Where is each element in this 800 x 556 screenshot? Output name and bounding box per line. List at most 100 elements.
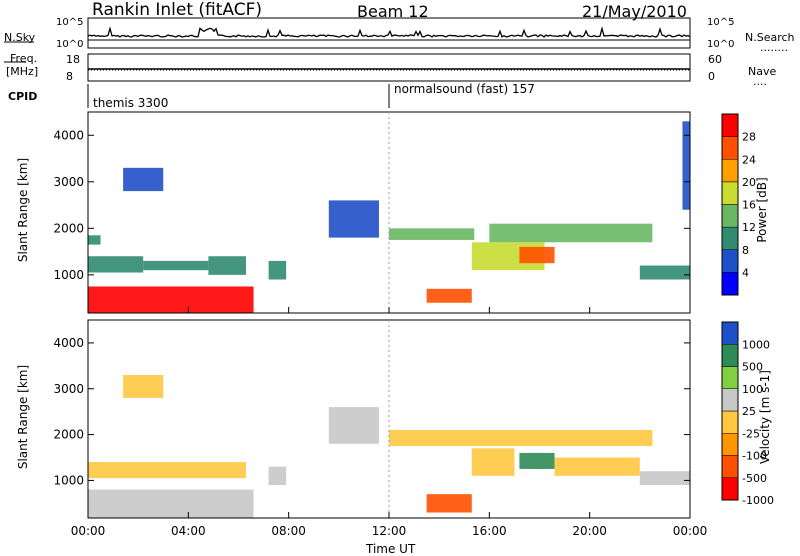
power-colorbar-tick-4: 16: [742, 199, 756, 212]
nave-tick-bottom: 0: [708, 70, 715, 83]
xtick-label-3: 08:00: [271, 524, 306, 538]
velocity-region-10: [554, 457, 640, 476]
nsky-label: N.Sky: [4, 31, 36, 44]
velocity-colorbar-tick-2: 500: [742, 361, 763, 374]
velocity-colorbar-label: Velocity [m s-1]: [758, 370, 772, 464]
power-ytick-4000: 4000: [53, 128, 84, 142]
power-colorbar-swatch-6: [721, 159, 739, 183]
power-region-2: [88, 256, 144, 273]
nsearch-tick-top: 10^5: [707, 17, 735, 28]
freq-strip-frame: [87, 53, 691, 82]
velocity-colorbar-tick-1: 1000: [742, 338, 770, 351]
power-region-5: [88, 235, 101, 245]
power-colorbar-swatch-7: [721, 136, 739, 160]
power-colorbar-tick-7: 4: [742, 266, 749, 279]
velocity-colorbar-swatch-6: [721, 366, 739, 389]
nave-dots: ....: [753, 75, 767, 88]
power-colorbar-tick-1: 28: [742, 131, 756, 144]
freq-tick-bottom: 8: [66, 70, 73, 83]
power-region-10: [426, 288, 472, 303]
cpid-mode-1: themis 3300: [93, 96, 169, 110]
power-ytick-2000: 2000: [53, 221, 84, 235]
power-ytick-3000: 3000: [53, 175, 84, 189]
power-colorbar-label: Power [dB]: [755, 177, 769, 243]
nsky-strip-frame: [87, 17, 691, 49]
velocity-colorbar-swatch-5: [721, 388, 739, 412]
velocity-colorbar-swatch-2: [721, 455, 739, 478]
velocity-region-9: [519, 452, 555, 469]
velocity-region-11: [639, 471, 690, 485]
power-ylabel: Slant Range [km]: [16, 157, 30, 263]
velocity-region-8: [471, 448, 515, 476]
velocity-ytick-1000: 1000: [53, 473, 84, 487]
velocity-colorbar-swatch-8: [721, 321, 739, 345]
nsky-tick-top: 10^5: [56, 17, 84, 28]
velocity-region-7: [426, 494, 472, 513]
velocity-colorbar-swatch-7: [721, 344, 739, 367]
xaxis-title: Time UT: [366, 542, 416, 556]
xtick-label-7: 00:00: [673, 524, 708, 538]
beam-label: Beam 12: [357, 2, 429, 21]
velocity-colorbar-swatch-1: [721, 477, 739, 501]
velocity-region-6: [389, 430, 653, 447]
velocity-colorbar-tick-7: -500: [742, 472, 767, 485]
power-colorbar-swatch-3: [721, 226, 739, 250]
velocity-ytick-2000: 2000: [53, 428, 84, 442]
velocity-panel-frame: [87, 319, 691, 519]
power-region-14: [639, 265, 690, 280]
xtick-label-2: 04:00: [171, 524, 206, 538]
velocity-colorbar-tick-6: -100: [742, 450, 767, 463]
power-region-12: [519, 246, 555, 264]
nsearch-label: N.Search: [745, 31, 795, 44]
station-title: Rankin Inlet (fitACF): [92, 0, 263, 20]
power-ytick-1000: 1000: [53, 268, 84, 282]
xtick-label-1: 00:00: [71, 524, 106, 538]
nsearch-tick-bottom: 10^0: [707, 39, 735, 50]
freq-unit: [MHz]: [6, 65, 39, 78]
velocity-colorbar-tick-3: 100: [742, 383, 763, 396]
power-region-4: [208, 256, 247, 275]
velocity-region-5: [328, 407, 379, 444]
velocity-colorbar-swatch-3: [721, 433, 739, 456]
nsky-tick-bottom: 10^0: [56, 39, 84, 50]
xtick-label-4: 12:00: [372, 524, 407, 538]
power-region-8: [328, 200, 379, 238]
velocity-ytick-4000: 4000: [53, 336, 84, 350]
nave-tick-top: 60: [708, 53, 722, 66]
velocity-colorbar-tick-5: -25: [742, 427, 760, 440]
power-colorbar-swatch-4: [721, 204, 739, 228]
nsky-trace: [87, 25, 691, 38]
nave-label: Nave: [748, 65, 777, 78]
freq-tick-top: 18: [66, 53, 80, 66]
power-colorbar-swatch-8: [721, 113, 739, 137]
power-colorbar-tick-3: 20: [742, 176, 756, 189]
cpid-label: CPID: [8, 90, 38, 103]
date-label: 21/May/2010: [582, 2, 687, 21]
cpid-mode-2: normalsound (fast) 157: [394, 82, 535, 96]
power-region-15: [682, 121, 690, 210]
xtick-label-5: 16:00: [472, 524, 507, 538]
power-region-1: [88, 286, 254, 313]
velocity-colorbar-tick-8: -1000: [742, 494, 774, 507]
velocity-colorbar-frame: [721, 321, 739, 501]
power-region-13: [489, 223, 653, 243]
power-region-6: [123, 167, 164, 192]
power-colorbar-frame: [721, 113, 739, 296]
velocity-region-2: [88, 462, 247, 479]
freq-label: Freq.: [10, 52, 38, 65]
power-colorbar-swatch-2: [721, 249, 739, 273]
power-colorbar-swatch-1: [721, 272, 739, 296]
power-colorbar-tick-5: 12: [742, 221, 756, 234]
velocity-ytick-3000: 3000: [53, 382, 84, 396]
power-region-9: [389, 228, 475, 240]
velocity-region-4: [268, 466, 287, 485]
velocity-region-3: [123, 375, 164, 398]
velocity-colorbar-swatch-4: [721, 410, 739, 434]
xtick-label-6: 20:00: [572, 524, 607, 538]
power-region-7: [268, 260, 287, 280]
velocity-region-1: [88, 489, 254, 518]
power-colorbar-tick-2: 24: [742, 153, 756, 166]
power-colorbar-tick-6: 8: [742, 244, 749, 257]
nsearch-dots: ........: [760, 41, 788, 54]
